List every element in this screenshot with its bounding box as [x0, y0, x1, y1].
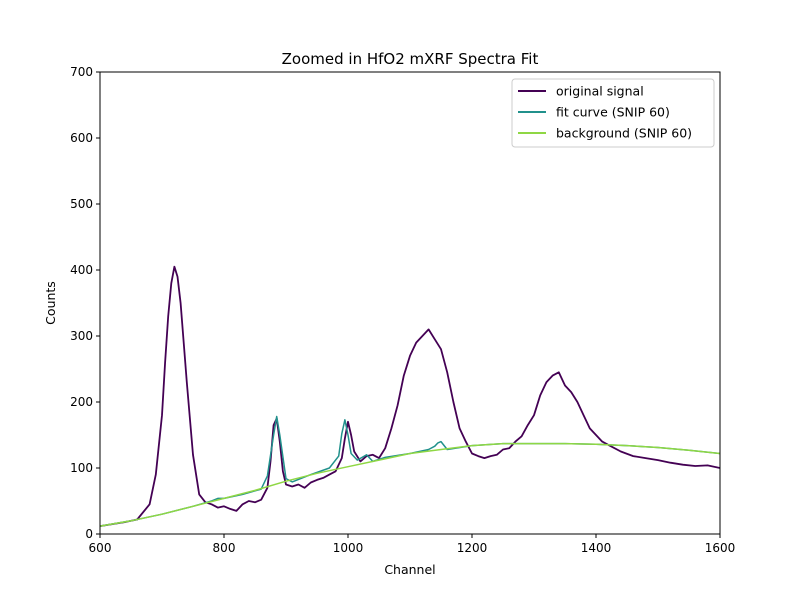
series-layer	[100, 265, 720, 527]
x-tick-label: 1000	[333, 541, 364, 555]
legend-label-3: background (SNIP 60)	[556, 126, 692, 141]
x-tick-label: 600	[89, 541, 112, 555]
x-tick-label: 1600	[705, 541, 736, 555]
y-tick-label: 200	[70, 395, 93, 409]
legend-label-2: fit curve (SNIP 60)	[556, 105, 670, 120]
y-axis-label: Counts	[43, 281, 58, 325]
x-axis-label: Channel	[384, 562, 435, 577]
y-tick-label: 500	[70, 197, 93, 211]
y-tick-label: 0	[85, 527, 93, 541]
series-line-1	[100, 265, 720, 527]
legend-box	[511, 78, 715, 148]
plot-frame	[99, 71, 721, 535]
x-axis: 600 800 1000 1200 1400 1600	[89, 534, 736, 555]
x-tick-label: 1400	[581, 541, 612, 555]
y-axis: 0 100 200 300 400 500 600 700	[70, 65, 100, 541]
y-tick-label: 100	[70, 461, 93, 475]
y-tick-label: 600	[70, 131, 93, 145]
legend: original signal fit curve (SNIP 60) backgr…	[511, 78, 715, 148]
legend-label-1: original signal	[556, 84, 644, 99]
chart-title: Zoomed in HfO2 mXRF Spectra Fit	[282, 50, 539, 68]
y-tick-label: 700	[70, 65, 93, 79]
series-line-3	[100, 442, 720, 527]
y-tick-label: 300	[70, 329, 93, 343]
x-tick-label: 1200	[457, 541, 488, 555]
x-tick-label: 800	[213, 541, 236, 555]
y-tick-label: 400	[70, 263, 93, 277]
